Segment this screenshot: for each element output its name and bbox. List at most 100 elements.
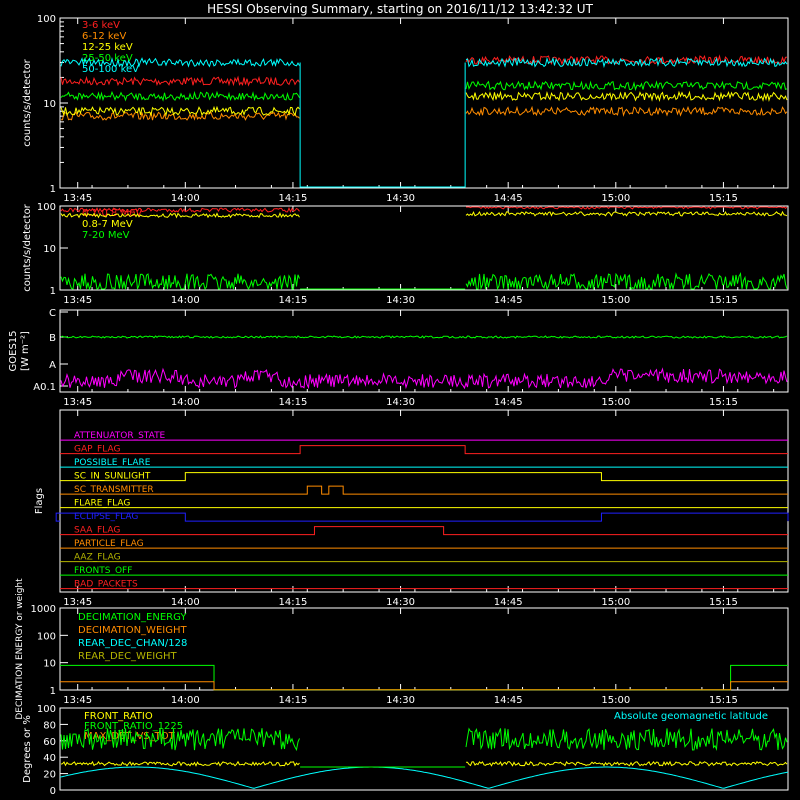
series-line-0 (60, 206, 788, 214)
flag-line-4 (60, 485, 788, 495)
series-line-1 (60, 210, 788, 219)
legend-entry: 0.8-7 MeV (82, 219, 133, 230)
y-tick-label: 1 (50, 184, 56, 195)
legend-entry: 25-50 keV (82, 53, 133, 64)
flag-label: SC_IN_SUNLIGHT (74, 472, 151, 482)
flag-line-3 (60, 472, 788, 482)
x-tick-label: 15:00 (601, 193, 630, 204)
y-tick-label: B (49, 333, 56, 344)
series-line-2 (60, 272, 788, 291)
y-tick-label: 20 (43, 770, 56, 781)
legend-entry: MAX_DET_VS_TOT (84, 731, 176, 742)
y-tick-label: 100 (37, 704, 56, 715)
x-tick-label: 14:00 (171, 295, 200, 306)
y-tick-label: 10 (43, 659, 56, 670)
flag-label: ECLIPSE_FLAG (74, 512, 138, 522)
x-tick-label: 14:15 (279, 695, 308, 706)
x-tick-label: 14:45 (494, 295, 523, 306)
y-axis-label: DECIMATION ENERGY or weight (15, 578, 25, 720)
legend-entry: DECIMATION_ENERGY (78, 612, 187, 623)
y-tick-label: A (49, 360, 56, 371)
y-axis-label: Degrees or % (22, 715, 33, 783)
series-line-4 (60, 56, 788, 69)
flag-label: AAZ_FLAG (74, 553, 121, 563)
legend-entry: REAR_DEC_WEIGHT (78, 651, 177, 662)
y-tick-label: 80 (43, 720, 56, 731)
front-ratio-line (60, 760, 788, 767)
x-tick-label: 14:45 (494, 193, 523, 204)
legend-entry: 50-100 keV (82, 64, 139, 75)
decimation-weight-line (60, 681, 788, 691)
y-axis-label: GOES15 (8, 330, 19, 371)
x-tick-label: 14:15 (279, 193, 308, 204)
y-axis-label: counts/s/detector (22, 203, 33, 291)
flag-label: GAP_FLAG (74, 445, 120, 455)
x-tick-label: 15:00 (601, 695, 630, 706)
x-tick-label: 13:45 (63, 193, 92, 204)
x-tick-label: 15:00 (601, 397, 630, 408)
plot-frame (59, 409, 789, 593)
legend-entry: FRONT_RATIO_1225 (84, 721, 183, 732)
x-tick-label: 14:30 (386, 397, 415, 408)
x-tick-label: 14:45 (494, 695, 523, 706)
series-line-2 (60, 90, 788, 117)
legend-entry: DECIMATION_WEIGHT (78, 625, 187, 636)
x-tick-label: 15:15 (709, 193, 738, 204)
x-tick-label: 15:00 (601, 295, 630, 306)
y-tick-label: 1 (50, 686, 56, 697)
legend-entry: 0.1-0.8 MeV (82, 208, 142, 219)
y-tick-label: A0.1 (33, 382, 56, 393)
legend-entry: REAR_DEC_CHAN/128 (78, 638, 187, 649)
x-tick-label: 14:15 (279, 397, 308, 408)
series-line-1 (61, 105, 788, 121)
flag-line-7 (60, 526, 788, 536)
x-tick-label: 14:15 (279, 295, 308, 306)
x-tick-label: 13:45 (63, 295, 92, 306)
flag-line-1 (60, 445, 788, 455)
x-tick-label: 14:30 (386, 295, 415, 306)
flag-label: FRONTS_OFF (74, 566, 132, 576)
series-line-0 (60, 335, 788, 339)
legend-entry: FRONT_RATIO (84, 711, 153, 722)
x-tick-label: 15:00 (601, 597, 630, 608)
x-tick-label: 15:15 (709, 597, 738, 608)
x-tick-label: 14:00 (171, 695, 200, 706)
flag-label: POSSIBLE_FLARE (74, 458, 151, 468)
legend-entry: 12-25 keV (82, 42, 133, 53)
chart-title: HESSI Observing Summary, starting on 201… (207, 2, 593, 16)
y-tick-label: C (49, 308, 56, 319)
x-tick-label: 14:45 (494, 597, 523, 608)
plot-frame (59, 707, 789, 791)
x-tick-label: 14:30 (386, 597, 415, 608)
y-tick-label: 40 (43, 753, 56, 764)
flag-label: ATTENUATOR_STATE (74, 431, 166, 441)
x-tick-label: 14:00 (171, 597, 200, 608)
x-tick-label: 14:30 (386, 193, 415, 204)
x-tick-label: 14:30 (386, 695, 415, 706)
y-tick-label: 1 (50, 286, 56, 297)
flag-line-6 (55, 512, 789, 522)
y-axis-unit: [W m⁻²] (20, 331, 31, 371)
y-tick-label: 100 (37, 202, 56, 213)
flag-label: SC_TRANSMITTER (74, 485, 154, 495)
y-tick-label: 100 (37, 631, 56, 642)
x-tick-label: 15:15 (709, 695, 738, 706)
series-line-3 (60, 80, 788, 102)
y-tick-label: 1000 (31, 604, 56, 615)
y-axis-label: Flags (34, 488, 45, 514)
geomagnetic-latitude-line (59, 766, 789, 789)
x-tick-label: 15:15 (709, 295, 738, 306)
plot-frame (59, 309, 789, 393)
y-tick-label: 60 (43, 737, 56, 748)
latitude-annotation: Absolute geomagnetic latitude (614, 711, 768, 722)
x-tick-label: 14:15 (279, 597, 308, 608)
legend-entry: 7-20 MeV (82, 230, 130, 241)
x-tick-label: 13:45 (63, 695, 92, 706)
y-tick-label: 0 (50, 786, 56, 797)
x-tick-label: 15:15 (709, 397, 738, 408)
flag-label: SAA_FLAG (74, 526, 120, 536)
x-tick-label: 13:45 (63, 397, 92, 408)
legend-entry: 6-12 keV (82, 31, 126, 42)
